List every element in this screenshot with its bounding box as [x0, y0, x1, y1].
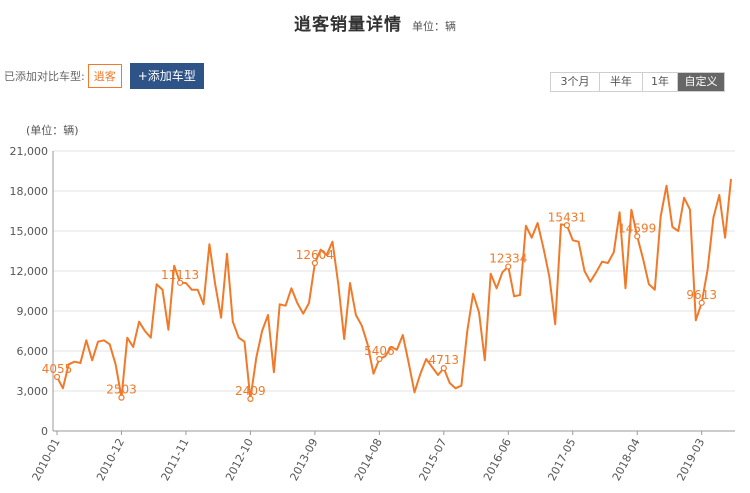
data-point-label: 2409: [235, 384, 266, 398]
range-half-year-button[interactable]: 半年: [600, 73, 643, 91]
data-point-label: 14599: [618, 221, 656, 235]
data-point-marker: [698, 299, 705, 306]
data-point-label: 5406: [364, 344, 395, 358]
y-tick-label: 21,000: [10, 145, 49, 158]
x-tick-label: 2019-03: [674, 436, 707, 483]
x-tick-label: 2013-09: [287, 436, 320, 483]
y-tick-label: 12,000: [10, 265, 49, 278]
sales-series-line: [56, 178, 732, 400]
x-tick-label: 2017-05: [545, 436, 578, 483]
data-point-marker: [53, 373, 61, 381]
page-title: 逍客销量详情: [294, 15, 402, 35]
data-point-marker: [440, 365, 447, 372]
x-tick-label: 2010-01: [30, 436, 63, 483]
y-tick-label: 3,000: [17, 385, 49, 398]
data-point-label: 4055: [42, 362, 73, 376]
x-tick-label: 2011-11: [159, 436, 192, 483]
compare-label: 已添加对比车型:: [4, 70, 85, 83]
x-tick-label: 2015-07: [416, 436, 449, 483]
data-point-marker: [176, 279, 184, 286]
data-point-marker: [311, 259, 318, 267]
data-point-label: 9613: [686, 288, 717, 302]
compare-car-tag[interactable]: 逍客: [87, 64, 122, 88]
y-tick-label: 18,000: [10, 185, 49, 198]
data-point-marker: [247, 395, 254, 402]
add-car-button[interactable]: +添加车型: [129, 63, 204, 89]
unit-note: 单位：辆: [412, 20, 456, 33]
y-tick-label: 0: [41, 425, 48, 438]
data-point-marker: [376, 355, 383, 363]
data-point-marker: [634, 233, 641, 240]
range-3-months-button[interactable]: 3个月: [551, 73, 600, 91]
y-tick-label: 15,000: [10, 225, 49, 238]
data-point-label: 4713: [429, 353, 460, 367]
data-point-label: 12604: [296, 248, 334, 262]
x-tick-label: 2018-04: [610, 436, 643, 483]
header: 逍客销量详情 单位：辆: [0, 10, 750, 40]
x-tick-label: 2010-12: [94, 436, 127, 483]
time-range-selector: 3个月 半年 1年 自定义: [550, 72, 725, 92]
data-point-label: 12334: [489, 252, 527, 266]
compare-bar: 已添加对比车型: 逍客 +添加车型: [4, 63, 204, 89]
y-tick-label: 6,000: [17, 345, 49, 358]
range-1-year-button[interactable]: 1年: [643, 73, 678, 91]
data-point-label: 15431: [548, 210, 586, 224]
x-tick-label: 2014-08: [352, 436, 385, 483]
x-tick-label: 2012-10: [223, 436, 256, 483]
y-tick-label: 9,000: [17, 305, 49, 318]
data-point-marker: [118, 394, 125, 401]
data-point-marker: [505, 263, 512, 270]
x-tick-label: 2016-06: [481, 436, 514, 483]
data-point-label: 11113: [161, 268, 199, 282]
y-axis-unit-label: (单位：辆): [26, 124, 79, 137]
range-custom-button[interactable]: 自定义: [678, 73, 724, 91]
data-point-marker: [563, 222, 570, 229]
data-point-label: 2503: [106, 383, 137, 397]
